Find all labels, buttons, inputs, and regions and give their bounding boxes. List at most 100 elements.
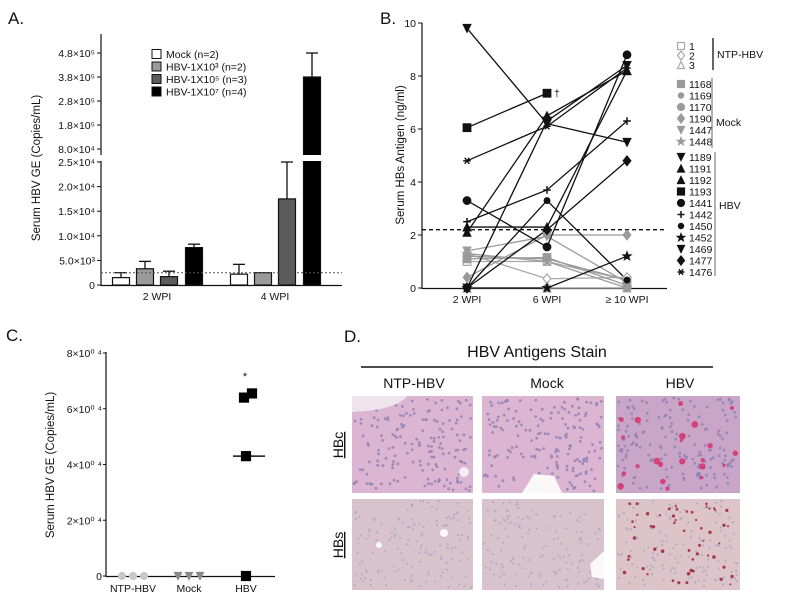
antigen-stain-spot	[621, 471, 627, 476]
antigen-stain-spot	[708, 507, 711, 510]
cell-nucleus	[733, 410, 736, 414]
cell-nucleus	[412, 412, 416, 415]
cell-nucleus	[665, 400, 668, 404]
cell-nucleus	[721, 461, 724, 465]
antigen-stain-spot	[726, 525, 730, 528]
cell-nucleus	[436, 524, 439, 527]
cell-nucleus	[687, 555, 690, 558]
cell-nucleus	[518, 527, 522, 530]
data-point-1442	[623, 117, 631, 125]
cell-nucleus	[541, 554, 544, 557]
cell-nucleus	[570, 483, 574, 487]
cell-nucleus	[400, 423, 403, 426]
antigen-stain-spot	[635, 464, 640, 469]
data-point-1190	[462, 271, 472, 284]
cell-nucleus	[392, 565, 395, 568]
antigen-stain-spot	[700, 475, 704, 480]
cell-nucleus	[464, 398, 468, 402]
cell-nucleus	[507, 535, 510, 538]
cell-nucleus	[573, 459, 577, 463]
cell-nucleus	[440, 447, 444, 450]
cell-nucleus	[685, 455, 688, 459]
micrograph-row-hbc: HBc	[330, 432, 346, 458]
cell-nucleus	[468, 435, 472, 439]
data-point-1477	[622, 155, 632, 167]
data-point-1452	[621, 250, 633, 262]
cell-nucleus	[467, 509, 470, 512]
cell-nucleus	[578, 440, 582, 443]
cell-nucleus	[631, 481, 635, 485]
cell-nucleus	[380, 522, 383, 525]
cell-nucleus	[497, 401, 501, 405]
cell-nucleus	[486, 412, 490, 416]
cell-nucleus	[728, 544, 731, 547]
data-point-1450	[543, 197, 551, 204]
cell-nucleus	[558, 568, 561, 572]
cell-nucleus	[736, 562, 739, 565]
cell-nucleus	[717, 544, 720, 548]
cell-nucleus	[419, 500, 422, 503]
panel-label-a: A.	[8, 9, 24, 28]
y-tick-label: 2×10⁰ ⁴	[67, 515, 102, 527]
legend-label: 3	[689, 60, 695, 72]
cell-nucleus	[411, 518, 414, 521]
cell-nucleus	[467, 535, 470, 539]
cell-nucleus	[584, 457, 588, 461]
panel-c-scatter-chart: 0 2×10⁰ ⁴ 4×10⁰ ⁴ 6×10⁰ ⁴ 8×10⁰ ⁴ NTP-HBV Mock…	[67, 348, 275, 595]
antigen-stain-spot	[617, 482, 624, 490]
cell-nucleus	[719, 513, 722, 516]
cell-nucleus	[402, 558, 405, 562]
cell-nucleus	[490, 404, 494, 407]
legend-label: 1441	[689, 198, 713, 210]
panel-b-y-axis-title: Serum HBs Antigen (ng/ml)	[395, 85, 407, 225]
antigen-stain-spot	[690, 510, 694, 514]
antigen-stain-spot	[649, 524, 653, 528]
cell-nucleus	[535, 436, 539, 440]
cell-nucleus	[695, 550, 698, 553]
cell-nucleus	[514, 523, 517, 526]
cell-nucleus	[632, 506, 635, 509]
antigen-stain-spot	[634, 416, 641, 424]
cell-nucleus	[669, 553, 672, 556]
cell-nucleus	[534, 415, 537, 418]
legend-marker-1170	[676, 102, 686, 112]
cell-nucleus	[626, 424, 629, 428]
series-line-1193	[466, 92, 548, 129]
cell-nucleus	[430, 505, 433, 508]
dagger-annotation: †	[554, 88, 560, 100]
cell-nucleus	[412, 527, 415, 530]
cell-nucleus	[361, 468, 365, 472]
cell-nucleus	[529, 583, 533, 586]
vessel-lumen	[352, 396, 407, 412]
cell-nucleus	[668, 416, 672, 420]
cell-nucleus	[373, 518, 377, 522]
antigen-stain-spot	[665, 486, 670, 491]
cell-nucleus	[455, 418, 459, 422]
cell-nucleus	[579, 536, 583, 539]
cell-nucleus	[659, 487, 663, 490]
legend-marker-1448	[675, 135, 687, 147]
cell-nucleus	[367, 460, 371, 464]
cell-nucleus	[432, 440, 436, 443]
cell-nucleus	[632, 407, 636, 411]
x-tick-label: 4 WPI	[261, 291, 290, 303]
cell-nucleus	[530, 571, 533, 575]
cell-nucleus	[359, 422, 363, 425]
cell-nucleus	[721, 401, 725, 405]
cell-nucleus	[516, 503, 519, 506]
cell-nucleus	[580, 541, 583, 544]
data-point-NTP-HBV	[117, 571, 127, 581]
legend-label: 1447	[689, 125, 713, 137]
data-point-Mock	[195, 571, 205, 581]
cell-nucleus	[668, 515, 671, 518]
cell-nucleus	[521, 517, 524, 521]
antigen-stain-spot	[651, 525, 656, 529]
cell-nucleus	[423, 484, 427, 488]
cell-nucleus	[402, 522, 405, 525]
cell-nucleus	[377, 571, 380, 574]
cell-nucleus	[375, 425, 379, 429]
cell-nucleus	[370, 482, 374, 486]
cell-nucleus	[381, 464, 385, 468]
antigen-stain-spot	[714, 509, 717, 512]
cell-nucleus	[569, 444, 573, 448]
